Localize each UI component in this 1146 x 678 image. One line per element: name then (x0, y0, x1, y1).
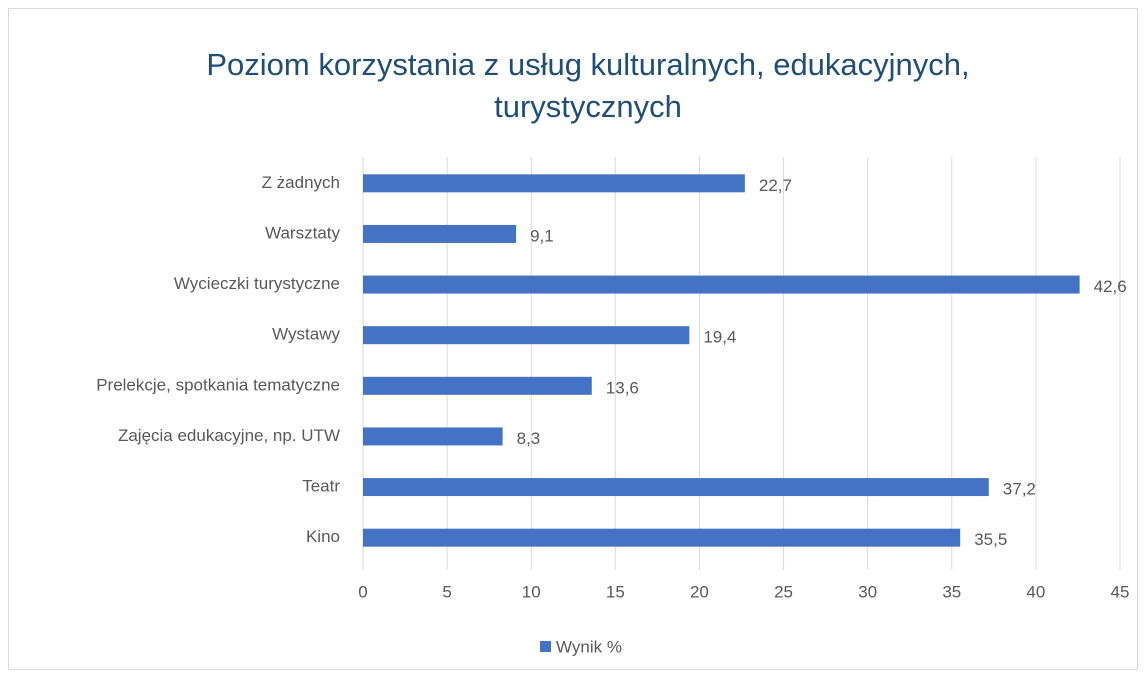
bar (363, 478, 989, 497)
value-label: 35,5 (974, 530, 1007, 549)
y-tick-label: Wystawy (272, 325, 340, 344)
value-label: 19,4 (703, 328, 736, 347)
bar (363, 275, 1080, 294)
legend-label: Wynik % (556, 637, 622, 656)
y-tick-label: Warsztaty (265, 223, 340, 242)
chart-frame (8, 8, 1138, 670)
value-label: 9,1 (530, 226, 554, 245)
legend-swatch (540, 641, 551, 652)
y-tick-label: Kino (306, 527, 340, 546)
bar (363, 376, 592, 395)
x-tick-label: 45 (1111, 582, 1130, 601)
bar (363, 174, 745, 193)
bar (363, 427, 503, 446)
x-tick-label: 15 (606, 582, 625, 601)
y-tick-label: Z żadnych (262, 173, 340, 192)
x-tick-label: 35 (942, 582, 961, 601)
x-tick-label: 30 (858, 582, 877, 601)
y-tick-label: Prelekcje, spotkania tematyczne (96, 375, 340, 394)
y-tick-label: Wycieczki turystyczne (174, 274, 340, 293)
value-label: 22,7 (759, 176, 792, 195)
y-tick-label: Teatr (302, 477, 340, 496)
x-tick-label: 5 (442, 582, 451, 601)
value-label: 42,6 (1094, 277, 1127, 296)
x-tick-label: 20 (690, 582, 709, 601)
value-label: 37,2 (1003, 480, 1036, 499)
chart-title: Poziom korzystania z usług kulturalnych,… (206, 47, 970, 124)
x-tick-label: 0 (358, 582, 367, 601)
x-tick-label: 10 (522, 582, 541, 601)
y-tick-label: Zajęcia edukacyjne, np. UTW (118, 426, 340, 445)
bar (363, 528, 961, 547)
bar (363, 326, 690, 345)
value-label: 13,6 (606, 378, 639, 397)
bar (363, 224, 517, 243)
x-tick-label: 25 (774, 582, 793, 601)
value-label: 8,3 (517, 429, 541, 448)
x-tick-label: 40 (1026, 582, 1045, 601)
